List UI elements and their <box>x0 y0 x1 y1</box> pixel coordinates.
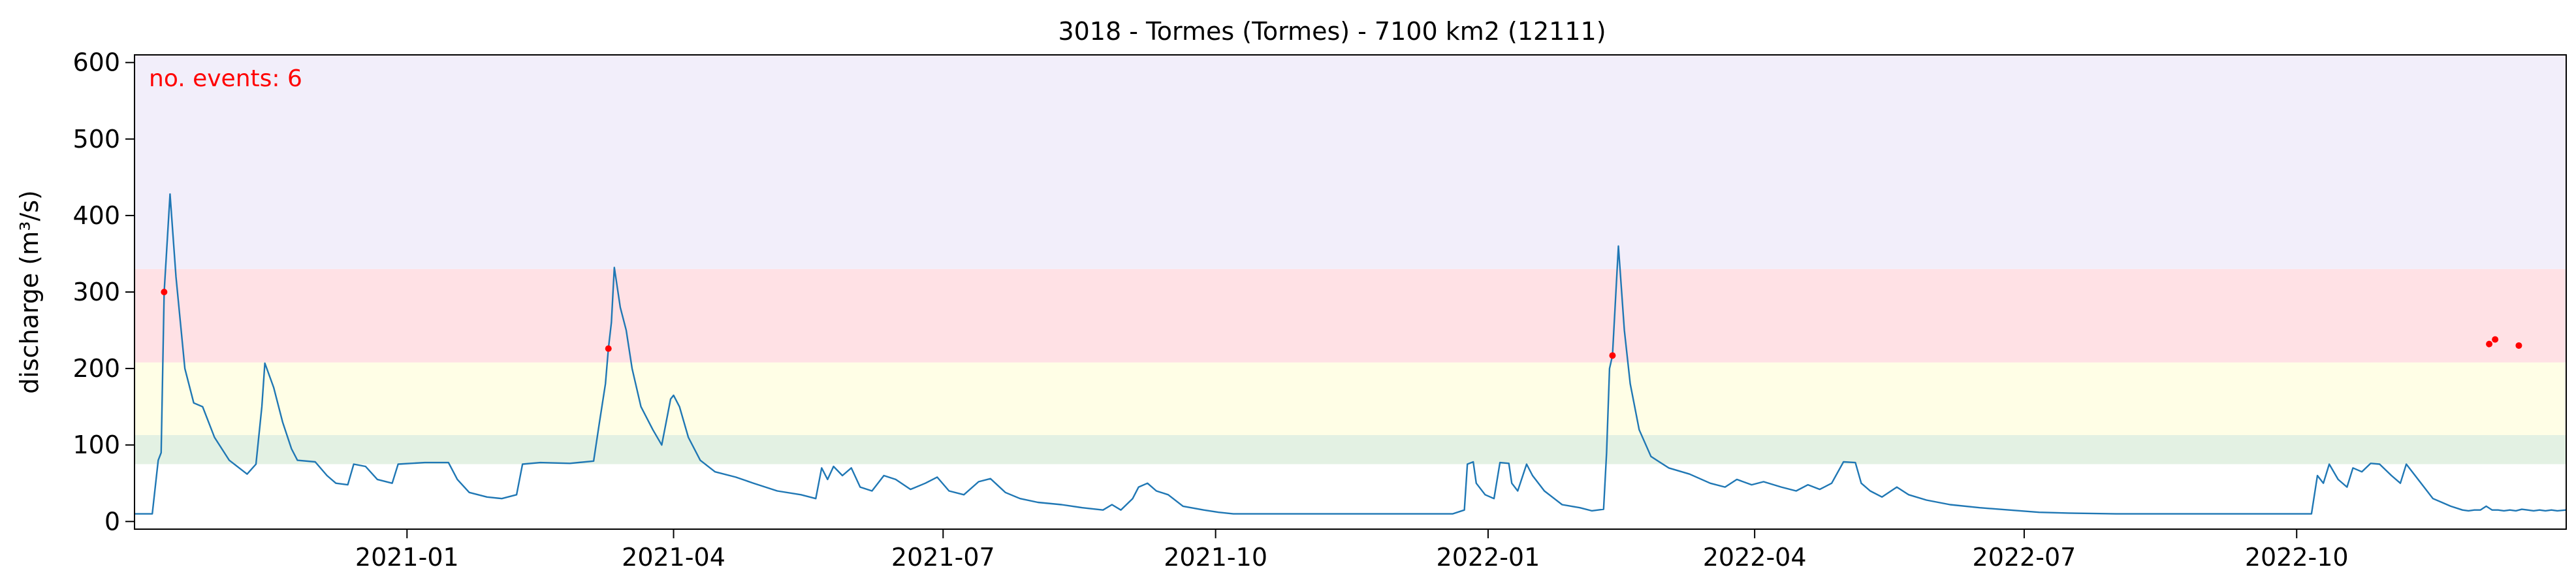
y-tick-label: 600 <box>72 48 120 77</box>
chart-title: 3018 - Tormes (Tormes) - 7100 km2 (12111… <box>1058 17 1606 46</box>
series-group <box>135 193 2567 515</box>
y-tick-label: 400 <box>72 201 120 230</box>
discharge-series-line <box>135 193 2567 515</box>
event-marker <box>1609 352 1616 359</box>
x-tick-label: 2022-04 <box>1703 543 1807 569</box>
y-tick-label: 200 <box>72 354 120 383</box>
event-marker <box>2515 342 2522 349</box>
x-tick-label: 2021-04 <box>622 543 725 569</box>
event-markers <box>161 289 2522 359</box>
threshold-band-2 <box>135 268 2566 363</box>
threshold-band-0 <box>135 434 2566 464</box>
y-tick-label: 0 <box>104 507 120 536</box>
x-tick-label: 2022-10 <box>2245 543 2349 569</box>
y-tick-label: 500 <box>72 125 120 154</box>
x-tick-label: 2021-07 <box>891 543 995 569</box>
event-marker <box>605 345 612 352</box>
x-tick-label: 2021-10 <box>1164 543 1267 569</box>
event-marker <box>2492 336 2499 343</box>
y-axis: 0 100 200 300 400 500 600 <box>72 48 135 536</box>
event-marker <box>161 289 168 295</box>
plot-frame <box>134 54 2567 530</box>
x-tick-label: 2022-07 <box>1973 543 2076 569</box>
threshold-band-3 <box>135 55 2566 269</box>
x-axis: 2021-01 2021-04 2021-07 2021-10 2022-01 2022-… <box>355 529 2349 569</box>
threshold-bands <box>135 55 2566 464</box>
event-count-annotation: no. events: 6 <box>149 65 302 92</box>
y-tick-label: 300 <box>72 278 120 306</box>
y-tick-label: 100 <box>72 431 120 459</box>
x-tick-label: 2022-01 <box>1437 543 1540 569</box>
x-tick-label: 2021-01 <box>355 543 459 569</box>
y-axis-label: discharge (m³/s) <box>15 190 44 394</box>
event-marker <box>2486 340 2493 348</box>
threshold-band-1 <box>135 362 2566 435</box>
